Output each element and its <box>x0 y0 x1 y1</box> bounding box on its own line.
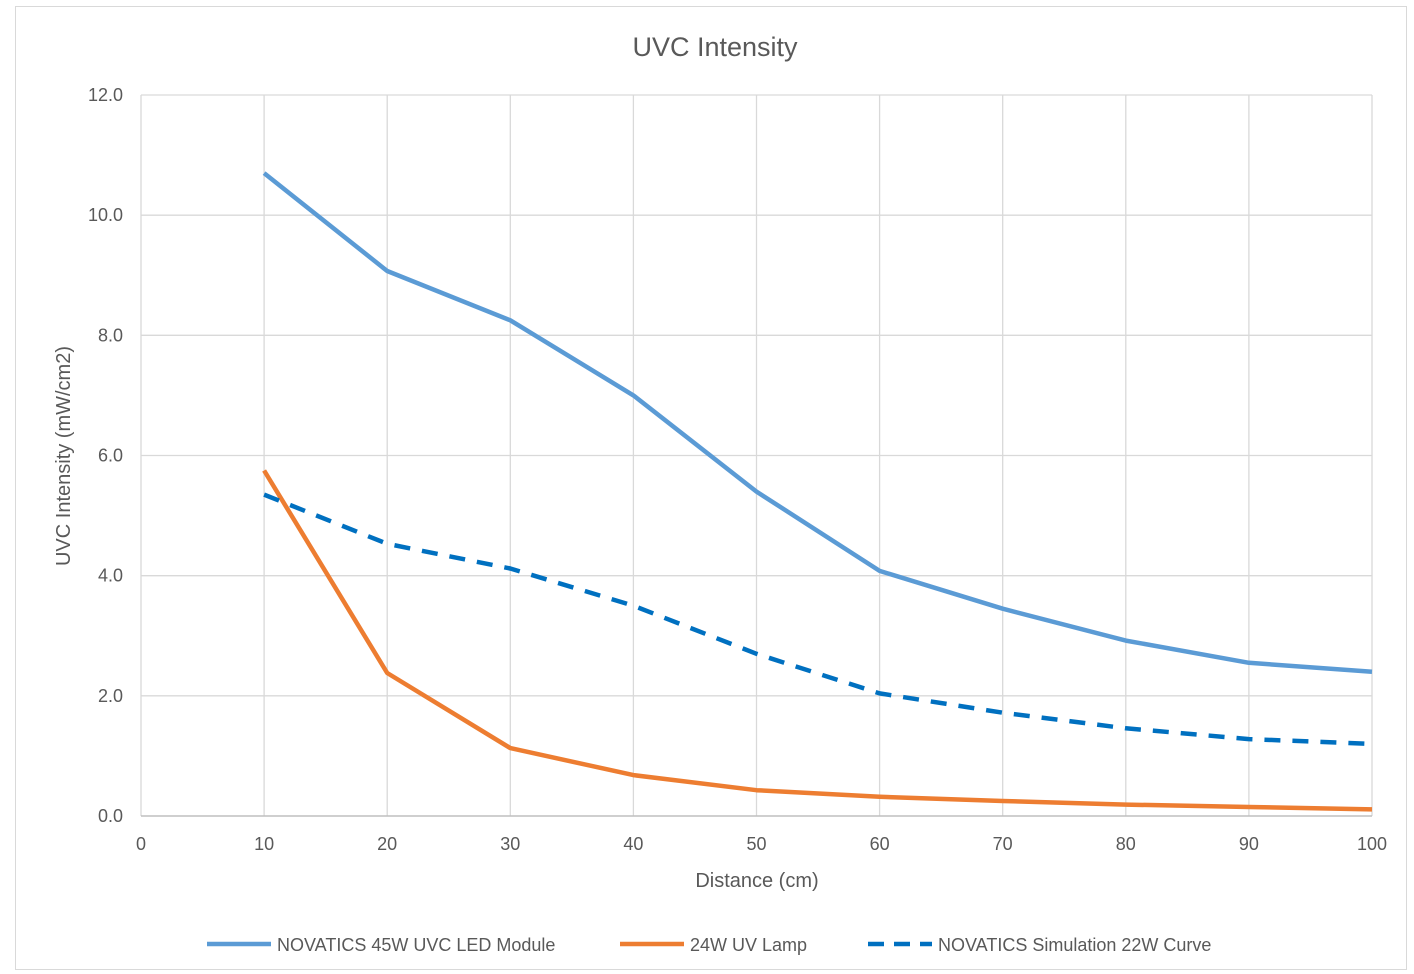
x-tick-label: 30 <box>500 834 520 854</box>
tick-labels: 0.0 2.0 4.0 6.0 8.0 10.0 12.0 0 10 20 30 40 50 60 70 80… <box>88 85 1387 854</box>
legend-label-0: NOVATICS 45W UVC LED Module <box>277 935 555 955</box>
y-tick-label: 12.0 <box>88 85 123 105</box>
grid-lines <box>140 94 1373 816</box>
x-tick-label: 60 <box>870 834 890 854</box>
x-tick-label: 40 <box>623 834 643 854</box>
x-tick-label: 50 <box>746 834 766 854</box>
y-tick-label: 0.0 <box>98 806 123 826</box>
x-tick-label: 90 <box>1239 834 1259 854</box>
y-tick-label: 10.0 <box>88 205 123 225</box>
x-tick-label: 0 <box>136 834 146 854</box>
legend: NOVATICS 45W UVC LED Module 24W UV Lamp NO… <box>207 935 1211 955</box>
x-tick-label: 70 <box>993 834 1013 854</box>
x-tick-label: 20 <box>377 834 397 854</box>
series-line-1 <box>262 469 1373 812</box>
series-line-0 <box>262 171 1373 675</box>
chart-title: UVC Intensity <box>632 32 798 62</box>
y-tick-label: 4.0 <box>98 566 123 586</box>
x-tick-label: 10 <box>254 834 274 854</box>
x-tick-label: 80 <box>1116 834 1136 854</box>
legend-label-1: 24W UV Lamp <box>690 935 807 955</box>
series-lines <box>262 171 1373 812</box>
chart-frame <box>15 6 1407 970</box>
x-tick-label: 100 <box>1357 834 1387 854</box>
series-line-2 <box>263 492 1373 747</box>
y-tick-label: 2.0 <box>98 686 123 706</box>
legend-label-2: NOVATICS Simulation 22W Curve <box>938 935 1211 955</box>
x-axis-title: Distance (cm) <box>695 870 818 892</box>
y-axis-title: UVC Intensity (mW/cm2) <box>53 346 75 566</box>
y-tick-label: 6.0 <box>98 446 123 466</box>
y-tick-label: 8.0 <box>98 325 123 345</box>
